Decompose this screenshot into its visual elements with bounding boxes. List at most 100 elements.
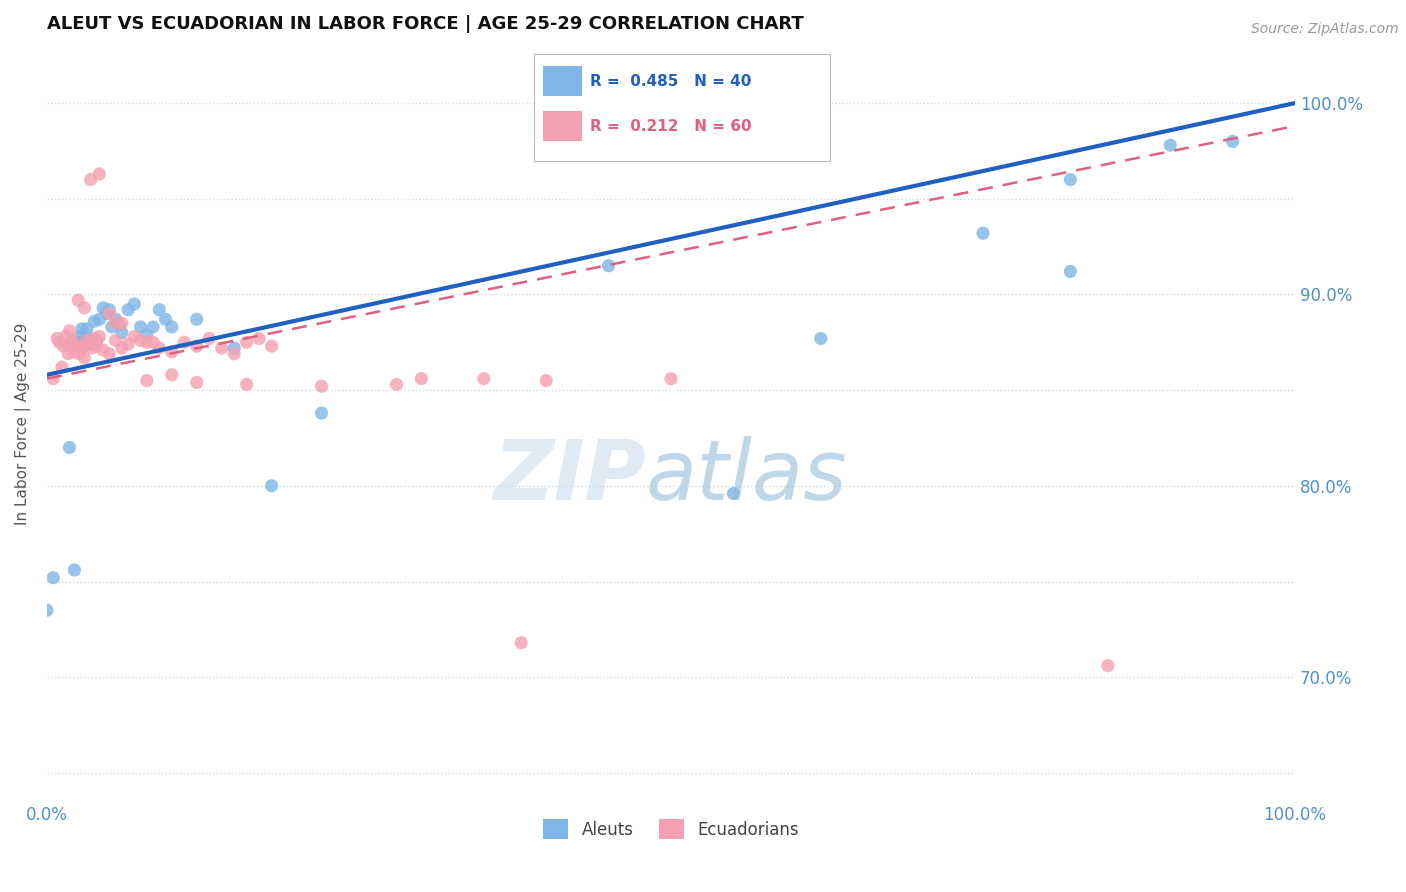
Point	[63, 563, 86, 577]
Point	[56, 347, 79, 361]
Point	[510, 636, 533, 650]
Point	[1059, 172, 1081, 186]
Point	[73, 351, 96, 365]
Point	[48, 335, 70, 350]
Point	[98, 347, 121, 361]
Point	[83, 314, 105, 328]
Legend: Aleuts, Ecuadorians: Aleuts, Ecuadorians	[537, 813, 806, 847]
Point	[70, 339, 93, 353]
Point	[76, 322, 98, 336]
Bar	[543, 112, 582, 141]
Point	[73, 301, 96, 315]
Y-axis label: In Labor Force | Age 25-29: In Labor Force | Age 25-29	[15, 322, 31, 524]
Bar	[543, 66, 582, 96]
Point	[89, 329, 111, 343]
Point	[723, 486, 745, 500]
Point	[224, 347, 246, 361]
Point	[124, 329, 146, 343]
Point	[224, 341, 246, 355]
Point	[104, 312, 127, 326]
Point	[67, 347, 90, 361]
Point	[155, 312, 177, 326]
Point	[411, 371, 433, 385]
Point	[104, 316, 127, 330]
Point	[77, 331, 100, 345]
Point	[89, 167, 111, 181]
Point	[67, 293, 90, 308]
Point	[111, 341, 134, 355]
Point	[66, 339, 89, 353]
Point	[111, 316, 134, 330]
Point	[98, 307, 121, 321]
Point	[135, 335, 157, 350]
Point	[59, 335, 82, 350]
Text: Source: ZipAtlas.com: Source: ZipAtlas.com	[1251, 22, 1399, 37]
Point	[46, 331, 69, 345]
Point	[135, 327, 157, 342]
Point	[1097, 658, 1119, 673]
Point	[69, 329, 91, 343]
Text: ALEUT VS ECUADORIAN IN LABOR FORCE | AGE 25-29 CORRELATION CHART: ALEUT VS ECUADORIAN IN LABOR FORCE | AGE…	[46, 15, 804, 33]
Point	[35, 603, 58, 617]
Point	[60, 334, 83, 348]
Point	[1059, 264, 1081, 278]
Point	[659, 371, 682, 385]
Point	[247, 331, 270, 345]
Point	[1159, 138, 1181, 153]
Point	[117, 337, 139, 351]
Point	[160, 320, 183, 334]
Point	[67, 335, 90, 350]
Point	[51, 360, 73, 375]
Point	[52, 339, 75, 353]
Point	[211, 341, 233, 355]
Point	[260, 479, 283, 493]
Point	[129, 320, 152, 334]
Point	[173, 335, 195, 350]
Text: R =  0.485   N = 40: R = 0.485 N = 40	[591, 74, 752, 89]
Point	[56, 337, 79, 351]
Point	[42, 371, 65, 385]
Point	[42, 571, 65, 585]
Point	[86, 339, 108, 353]
Point	[1222, 134, 1244, 148]
Point	[472, 371, 495, 385]
Point	[311, 406, 333, 420]
Point	[111, 326, 134, 340]
Point	[129, 334, 152, 348]
Point	[972, 226, 994, 240]
Point	[55, 329, 77, 343]
Point	[534, 374, 557, 388]
Point	[70, 322, 93, 336]
Point	[311, 379, 333, 393]
Point	[235, 377, 257, 392]
Point	[101, 320, 124, 334]
Point	[96, 307, 118, 321]
Text: ZIP: ZIP	[494, 436, 645, 517]
Point	[76, 334, 98, 348]
Point	[142, 320, 165, 334]
Point	[385, 377, 408, 392]
Text: atlas: atlas	[645, 436, 848, 517]
Point	[124, 297, 146, 311]
Point	[83, 331, 105, 345]
Point	[104, 334, 127, 348]
Point	[108, 318, 131, 332]
Point	[198, 331, 221, 345]
Point	[58, 441, 80, 455]
Point	[91, 343, 114, 357]
Point	[148, 302, 170, 317]
Point	[63, 344, 86, 359]
Point	[598, 259, 620, 273]
Point	[86, 334, 108, 348]
Point	[186, 312, 208, 326]
Point	[91, 301, 114, 315]
Point	[80, 341, 103, 355]
Point	[235, 335, 257, 350]
Point	[142, 335, 165, 350]
Text: R =  0.212   N = 60: R = 0.212 N = 60	[591, 119, 752, 134]
Point	[117, 302, 139, 317]
Point	[89, 312, 111, 326]
Point	[79, 337, 101, 351]
Point	[160, 344, 183, 359]
Point	[260, 339, 283, 353]
